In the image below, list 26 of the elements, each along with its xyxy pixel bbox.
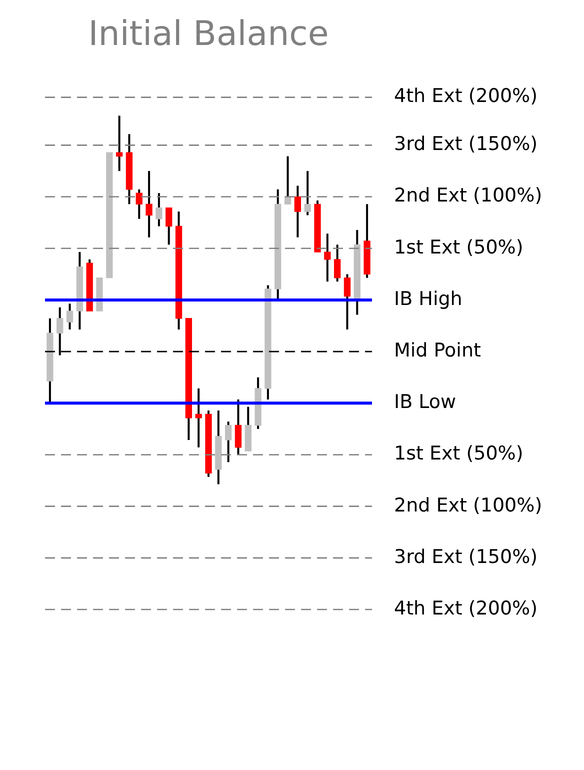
- candlestick: [344, 273, 351, 330]
- candlestick: [224, 420, 232, 464]
- candlestick: [156, 192, 162, 228]
- candlestick: [136, 188, 142, 220]
- candlestick: [146, 170, 152, 238]
- candlestick: [324, 232, 331, 283]
- ref-line-label: 4th Ext (200%): [394, 597, 538, 620]
- ref-line-label: IB High: [394, 288, 462, 310]
- chart-title: Initial Balance: [88, 14, 329, 54]
- candlestick: [66, 302, 74, 330]
- ref-line-label: IB Low: [394, 391, 456, 414]
- ref-line-label: Mid Point: [394, 339, 481, 362]
- candlestick: [195, 387, 202, 448]
- candlestick: [334, 244, 341, 283]
- candlestick: [294, 184, 302, 238]
- ref-line-label: 2nd Ext (100%): [394, 184, 542, 207]
- ref-line-label: 4th Ext (200%): [394, 85, 538, 108]
- ref-line-label: 1st Ext (50%): [394, 442, 524, 465]
- ref-line-label: 3rd Ext (150%): [394, 133, 538, 156]
- ref-line-label: 3rd Ext (150%): [394, 546, 538, 568]
- candlestick: [304, 170, 311, 216]
- candlestick: [116, 114, 123, 172]
- candlestick: [166, 206, 172, 246]
- ref-line-label: 1st Ext (50%): [394, 236, 524, 258]
- ref-line-label: 2nd Ext (100%): [394, 494, 542, 516]
- candlestick: [234, 398, 242, 456]
